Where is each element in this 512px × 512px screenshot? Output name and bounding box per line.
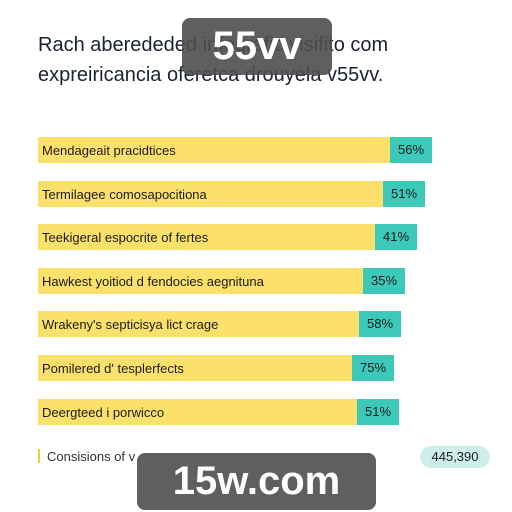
row-label: Termilagee comosapocitiona xyxy=(42,186,207,202)
bar: Teekigeral espocrite of fertes xyxy=(38,224,375,251)
row-label: Wrakeny's septicisya lict crage xyxy=(42,317,219,333)
row-value: 35% xyxy=(363,267,405,294)
row-value: 51% xyxy=(357,398,399,425)
row-label: Teekigeral espocrite of fertes xyxy=(42,230,209,246)
watermark: 55vv xyxy=(182,18,332,75)
row-value: 41% xyxy=(375,224,417,251)
row-label: Mendageait pracidtices xyxy=(42,143,176,158)
bar: Deergteed i porwicco xyxy=(38,398,357,425)
row-value: 51% xyxy=(383,180,425,207)
row-value: 56% xyxy=(390,137,432,163)
footer-text: Consisions of v xyxy=(47,449,136,464)
bar: Termilagee comosapocitiona xyxy=(38,180,383,207)
row-label: Hawkest yoitiod d fendocies aegnituna xyxy=(42,273,264,289)
watermark: 15w.com xyxy=(137,453,376,510)
bar: Pomilered d' tesplerfects xyxy=(38,355,352,381)
bar: Mendageait pracidtices xyxy=(38,137,390,163)
row-value: 58% xyxy=(359,311,401,338)
bar: Hawkest yoitiod d fendocies aegnituna xyxy=(38,267,363,294)
row-label: Deergteed i porwicco xyxy=(42,404,165,420)
footer-badge: 445,390 xyxy=(420,446,490,468)
footer-tick xyxy=(38,449,40,463)
row-value: 75% xyxy=(352,355,394,381)
row-label: Pomilered d' tesplerfects xyxy=(42,361,184,376)
bar: Wrakeny's septicisya lict crage xyxy=(38,311,359,338)
